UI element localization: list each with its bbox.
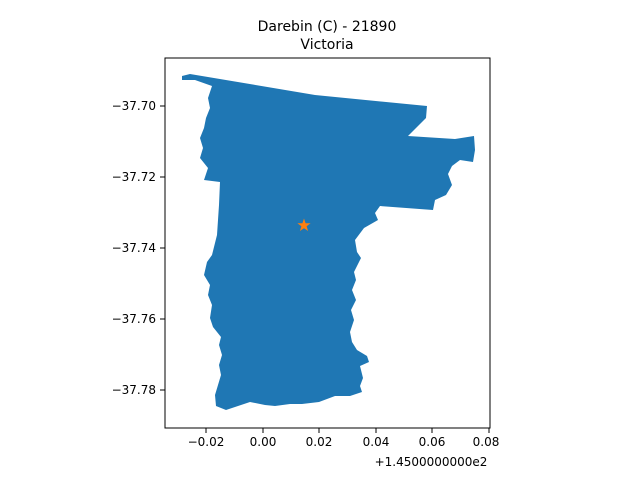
x-tick-label: −0.02 [188, 435, 225, 449]
y-tick-label: −37.76 [112, 312, 156, 326]
y-tick-label: −37.70 [112, 99, 156, 113]
y-tick-label: −37.72 [112, 170, 156, 184]
region-polygon [182, 74, 475, 410]
x-tick-label: 0.06 [419, 435, 446, 449]
axes-frame [164, 57, 491, 429]
x-tick-label: 0.04 [363, 435, 390, 449]
y-axis [160, 105, 165, 391]
map-title: Darebin (C) - 21890 [258, 19, 397, 35]
x-tick-label: 0.00 [250, 435, 277, 449]
x-tick-label: 0.08 [473, 435, 500, 449]
y-tick-label: −37.78 [112, 383, 156, 397]
star-icon [297, 218, 311, 231]
x-offset-label: +1.4500000000e2 [375, 455, 488, 469]
y-tick-label: −37.74 [112, 241, 156, 255]
x-tick-label: 0.02 [306, 435, 333, 449]
map-subtitle: Victoria [300, 37, 353, 53]
x-axis [205, 428, 490, 433]
